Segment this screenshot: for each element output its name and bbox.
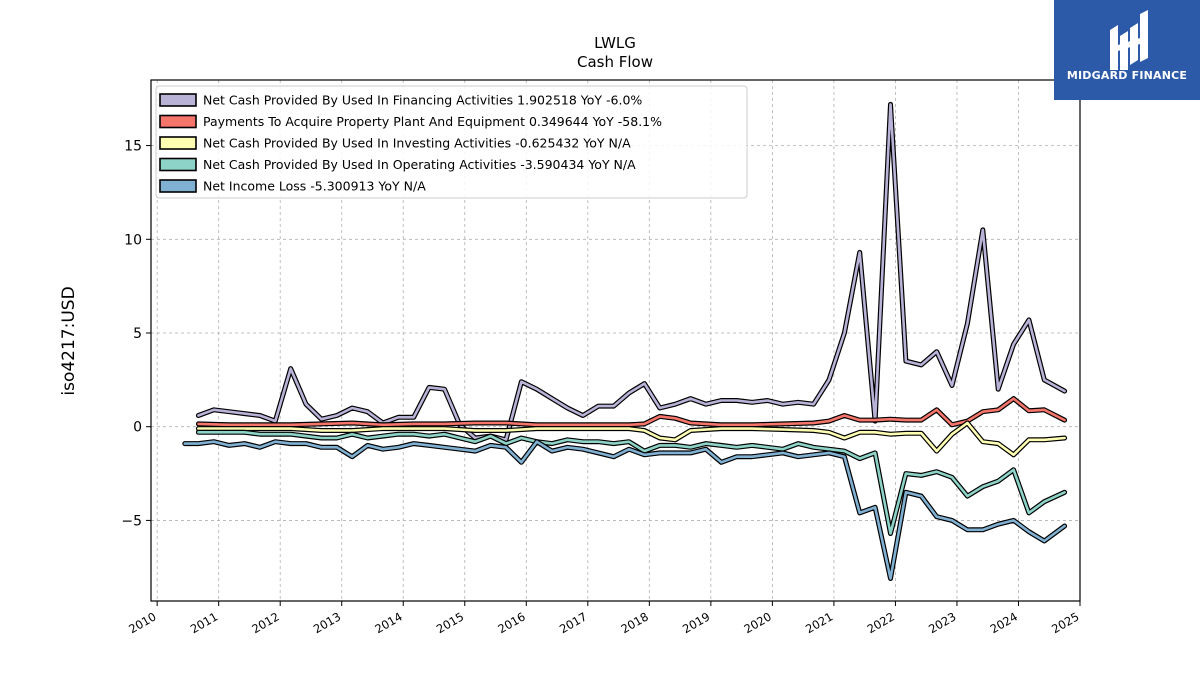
legend: Net Cash Provided By Used In Financing A… xyxy=(155,85,748,199)
midgard-finance-logo: MIDGARD FINANCE xyxy=(1054,0,1200,100)
x-tick-label: 2012 xyxy=(249,609,281,636)
legend-entry-4: Net Income Loss -5.300913 YoY N/A xyxy=(203,179,426,194)
series-line-3 xyxy=(197,430,1066,535)
axis-ticks: 2010 2011 2012 2013 2014 2015 2016 2017 2018 2019… xyxy=(121,139,1081,637)
x-tick-label: 2025 xyxy=(1049,609,1081,636)
x-tick-label: 2024 xyxy=(988,609,1020,636)
legend-entry-0: Net Cash Provided By Used In Financing A… xyxy=(203,93,642,108)
series-lines xyxy=(182,101,1068,581)
plot-frame xyxy=(150,79,1081,602)
midgard-finance-logo-icon xyxy=(1110,10,1148,70)
x-tick-label: 2016 xyxy=(495,609,527,636)
x-tick-label: 2010 xyxy=(126,609,158,636)
legend-swatch-0 xyxy=(159,93,197,107)
x-tick-label: 2022 xyxy=(865,609,897,636)
y-axis-label: iso4217:USD xyxy=(59,286,79,395)
legend-swatch-2 xyxy=(159,136,197,150)
x-tick-label: 2020 xyxy=(742,609,774,636)
x-tick-label: 2019 xyxy=(680,609,712,636)
legend-entry-2: Net Cash Provided By Used In Investing A… xyxy=(203,136,631,151)
y-tick-label: 5 xyxy=(133,326,142,342)
x-tick-label: 2021 xyxy=(803,609,835,636)
series-line-0 xyxy=(197,103,1066,442)
x-tick-label: 2014 xyxy=(372,609,404,636)
legend-swatch-4 xyxy=(159,179,197,193)
x-tick-label: 2011 xyxy=(188,609,220,636)
y-tick-label: −5 xyxy=(121,513,142,529)
x-tick-label: 2018 xyxy=(618,609,650,636)
y-tick-label: 0 xyxy=(133,420,142,436)
chart-subtitle: Cash Flow xyxy=(577,53,653,71)
x-tick-label: 2023 xyxy=(926,609,958,636)
legend-entry-1: Payments To Acquire Property Plant And E… xyxy=(203,114,662,129)
series-line-1 xyxy=(197,397,1066,427)
legend-entry-3: Net Cash Provided By Used In Operating A… xyxy=(203,157,636,172)
x-tick-label: 2013 xyxy=(311,609,343,636)
y-tick-label: 15 xyxy=(124,139,142,155)
legend-swatch-3 xyxy=(159,157,197,172)
legend-swatch-1 xyxy=(159,114,197,129)
chart-title: LWLG xyxy=(594,34,636,52)
legend-box xyxy=(155,85,748,199)
logo-text: MIDGARD FINANCE xyxy=(1066,69,1188,82)
x-tick-label: 2017 xyxy=(557,609,589,636)
x-tick-label: 2015 xyxy=(434,609,466,636)
series-line-2 xyxy=(197,421,1066,457)
series-line-4 xyxy=(183,440,1066,580)
y-tick-label: 10 xyxy=(124,232,142,248)
